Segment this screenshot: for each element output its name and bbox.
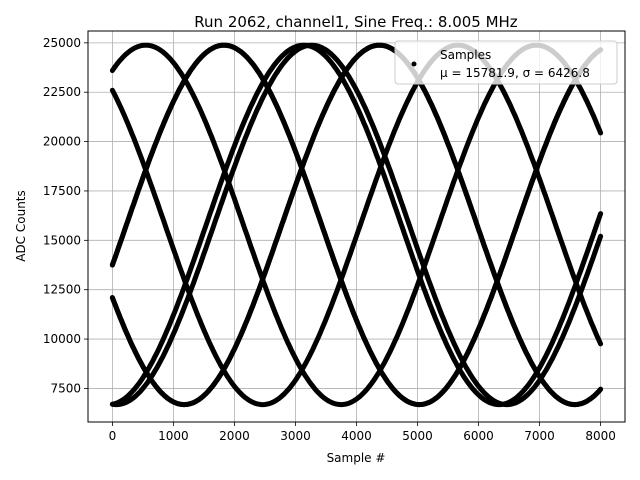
x-tick-label: 5000 — [402, 429, 433, 443]
x-tick-label: 0 — [109, 429, 117, 443]
y-axis-label: ADC Counts — [14, 190, 28, 262]
y-tick-label: 15000 — [43, 233, 81, 247]
legend-box — [394, 40, 618, 85]
sine-trace-7 — [109, 42, 604, 408]
data-layer — [109, 42, 604, 408]
x-tick-label: 1000 — [158, 429, 189, 443]
x-tick-label: 8000 — [585, 429, 616, 443]
y-tick-label: 17500 — [43, 184, 81, 198]
legend-stats: μ = 15781.9, σ = 6426.8 — [440, 66, 590, 80]
x-tick-label: 6000 — [463, 429, 494, 443]
chart-title: Run 2062, channel1, Sine Freq.: 8.005 MH… — [194, 13, 518, 31]
legend: Samples μ = 15781.9, σ = 6426.8 — [394, 40, 618, 85]
sine-trace-5 — [109, 42, 604, 408]
y-tick-label: 12500 — [43, 283, 81, 297]
y-tick-label: 7500 — [50, 381, 81, 395]
x-tick-label: 3000 — [280, 429, 311, 443]
sine-trace-8 — [109, 42, 604, 408]
legend-marker — [411, 61, 417, 67]
y-tick-label: 20000 — [43, 135, 81, 149]
x-axis-label: Sample # — [327, 451, 386, 465]
y-tick-label: 10000 — [43, 332, 81, 346]
x-tick-label: 2000 — [219, 429, 250, 443]
sine-trace-6 — [109, 42, 604, 408]
legend-series-name: Samples — [440, 48, 491, 62]
x-tick-label: 4000 — [341, 429, 372, 443]
y-tick-label: 22500 — [43, 85, 81, 99]
sine-trace-2 — [109, 42, 604, 408]
x-tick-label: 7000 — [524, 429, 555, 443]
axis-ticks: 0 1000 2000 3000 4000 5000 6000 7000 8000 7500 100… — [43, 36, 616, 443]
y-tick-label: 25000 — [43, 36, 81, 50]
